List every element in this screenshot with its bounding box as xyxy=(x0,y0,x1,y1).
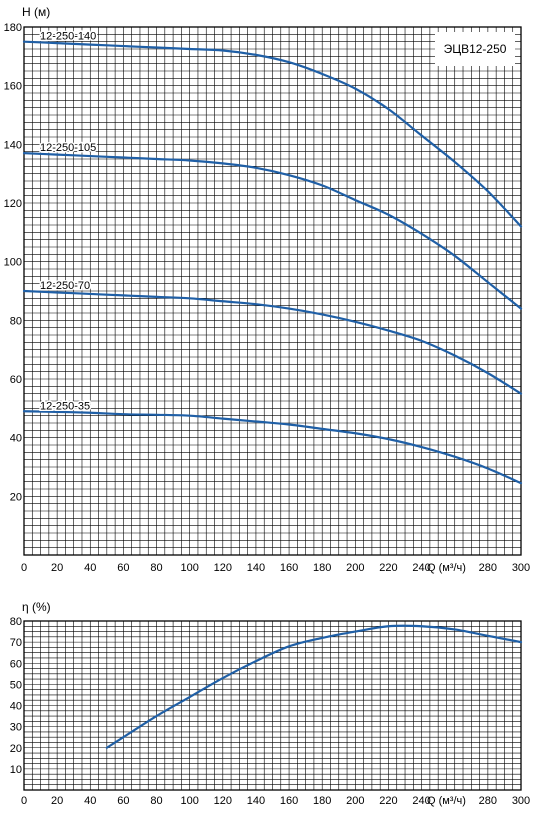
y-axis-label: H (м) xyxy=(22,5,50,19)
y-tick-label: 40 xyxy=(10,433,22,445)
x-tick-label: 240 xyxy=(412,795,430,807)
y-tick-label: 50 xyxy=(10,679,22,691)
x-tick-label: 140 xyxy=(247,795,265,807)
chart-title: ЭЦВ12-250 xyxy=(444,42,507,56)
chart-0: 0 20 40 60 80 100 120 140 160 180 200 220 240 280 300 2… xyxy=(4,5,531,574)
y-tick-label: 30 xyxy=(10,722,22,734)
y-tick-label: 40 xyxy=(10,701,22,713)
y-tick-label: 60 xyxy=(10,658,22,670)
x-tick-label: 300 xyxy=(512,562,530,574)
x-tick-label: 240 xyxy=(412,562,430,574)
x-tick-label: 140 xyxy=(247,562,265,574)
y-tick-label: 120 xyxy=(4,198,22,210)
x-tick-label: 180 xyxy=(313,562,331,574)
x-tick-label: 280 xyxy=(479,795,497,807)
x-tick-label: 20 xyxy=(51,562,63,574)
y-tick-label: 70 xyxy=(10,637,22,649)
y-tick-label: 80 xyxy=(10,315,22,327)
x-tick-label: 200 xyxy=(346,562,364,574)
x-tick-label: 120 xyxy=(214,562,232,574)
x-tick-label: 300 xyxy=(512,795,530,807)
x-tick-label: 40 xyxy=(84,562,96,574)
y-axis-label: η (%) xyxy=(22,600,51,614)
x-tick-label: 180 xyxy=(313,795,331,807)
x-tick-label: 220 xyxy=(379,795,397,807)
y-tick-label: 20 xyxy=(10,491,22,503)
y-tick-label: 10 xyxy=(10,764,22,776)
x-tick-label: 80 xyxy=(150,795,162,807)
series-line-1 xyxy=(22,152,523,310)
y-tick-label: 20 xyxy=(10,743,22,755)
series-line-0 xyxy=(105,624,523,749)
x-tick-label: 100 xyxy=(180,562,198,574)
y-tick-label: 80 xyxy=(10,616,22,628)
x-tick-label: 40 xyxy=(84,795,96,807)
y-tick-label: 180 xyxy=(4,22,22,34)
x-tick-label: 20 xyxy=(51,795,63,807)
x-tick-label: 200 xyxy=(346,795,364,807)
x-tick-label: 160 xyxy=(280,562,298,574)
series-line-3 xyxy=(22,410,523,485)
series-label: 12-250-105 xyxy=(40,142,96,154)
x-tick-label: 0 xyxy=(21,795,27,807)
series-label: 12-250-70 xyxy=(40,280,90,292)
series-label: 12-250-140 xyxy=(40,31,96,43)
x-tick-label: 100 xyxy=(180,795,198,807)
x-tick-label: 0 xyxy=(21,562,27,574)
series-line-2 xyxy=(22,289,523,395)
title-box xyxy=(435,32,515,66)
x-tick-label: 80 xyxy=(150,562,162,574)
x-tick-label: 160 xyxy=(280,795,298,807)
y-tick-label: 60 xyxy=(10,374,22,386)
x-tick-label: 60 xyxy=(117,562,129,574)
series-line-0 xyxy=(22,40,523,228)
y-tick-label: 100 xyxy=(4,257,22,269)
x-axis-label: Q (м³/ч) xyxy=(427,562,466,574)
x-tick-label: 280 xyxy=(479,562,497,574)
chart-1: 0 20 40 60 80 100 120 140 160 180 200 220 240 280 300 1… xyxy=(10,600,530,807)
x-tick-label: 220 xyxy=(379,562,397,574)
plot-frame xyxy=(23,620,522,791)
series-label: 12-250-35 xyxy=(40,400,90,412)
y-tick-label: 140 xyxy=(4,139,22,151)
y-tick-label: 160 xyxy=(4,81,22,93)
x-tick-label: 120 xyxy=(214,795,232,807)
x-tick-label: 60 xyxy=(117,795,129,807)
x-axis-label: Q (м³/ч) xyxy=(427,795,466,807)
